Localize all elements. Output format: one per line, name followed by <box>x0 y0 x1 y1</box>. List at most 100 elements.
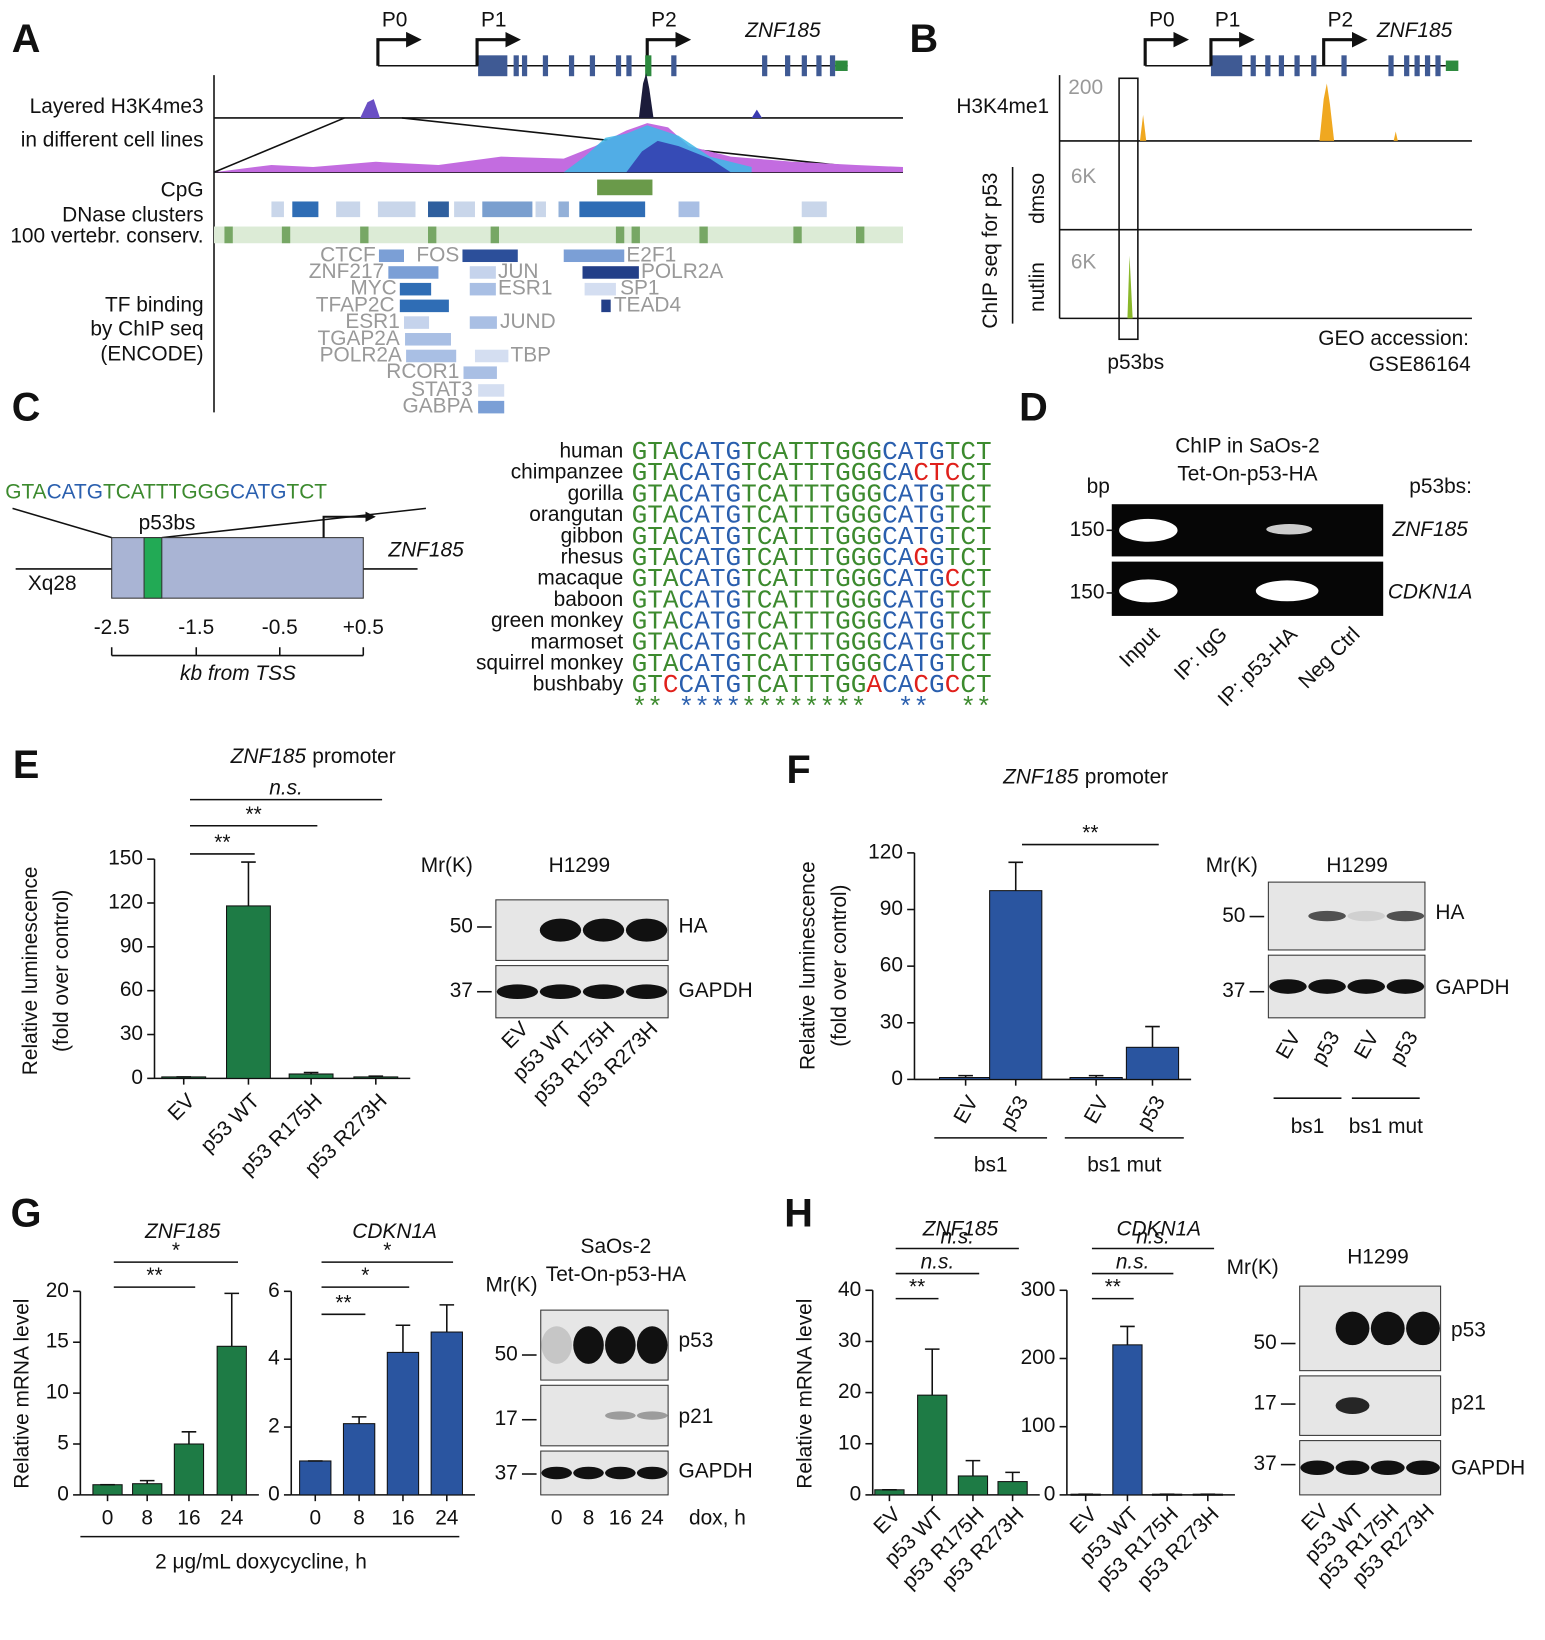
blot-band <box>573 1466 604 1480</box>
gel-band <box>1266 524 1313 535</box>
significance-label: n.s. <box>921 1251 955 1274</box>
group-label: bs1 mut <box>1349 1115 1423 1138</box>
exon <box>645 55 652 77</box>
conservation-peak <box>615 226 625 244</box>
significance-label: ** <box>909 1276 925 1299</box>
gel-title: Tet-On-p53-HA <box>1177 463 1317 486</box>
exon <box>1404 55 1410 77</box>
zoom-line <box>161 507 427 539</box>
x-tick-label: 8 <box>141 1506 153 1529</box>
axis-tick-label: -2.5 <box>94 616 130 639</box>
y-tick-label: 4 <box>268 1347 280 1370</box>
error-bar <box>224 1292 240 1347</box>
title-gene: ZNF185 <box>1002 765 1079 788</box>
promoter-label: P1 <box>1215 8 1241 31</box>
significance-label: ** <box>214 831 230 854</box>
dnase-cluster <box>271 201 284 218</box>
conservation-peak <box>224 226 233 244</box>
exon <box>542 55 549 77</box>
mw-marker: 37 <box>450 979 473 1002</box>
conservation-peak <box>699 226 708 244</box>
peak-zoom <box>626 140 731 173</box>
species-name: bushbaby <box>533 673 624 696</box>
bar <box>989 890 1043 1080</box>
promoter-arrow <box>1322 31 1368 66</box>
significance-label: n.s. <box>1116 1251 1150 1274</box>
species-name: green monkey <box>491 609 624 632</box>
band-label: p21 <box>1451 1392 1486 1415</box>
dnase-cluster <box>428 201 449 218</box>
track-label: by ChIP seq <box>90 317 203 340</box>
bar <box>430 1331 463 1496</box>
exon <box>671 55 677 77</box>
species-sequence: GTACATGTCATTTGGGCATGCCT <box>632 564 992 594</box>
blot-band <box>1335 1311 1370 1346</box>
mr-label: Mr(K) <box>421 854 473 877</box>
blot-band <box>605 1411 636 1420</box>
track-label: (ENCODE) <box>100 342 203 365</box>
tf-bar <box>584 282 616 296</box>
species-name: marmoset <box>530 630 623 653</box>
peak <box>360 99 380 118</box>
blot-band <box>539 984 582 1000</box>
sequence-part: TCATTTGGG <box>103 480 230 503</box>
blot-band <box>605 1326 636 1364</box>
exon <box>816 55 822 77</box>
exon <box>1294 55 1300 77</box>
species-sequence: GTACATGTCATTTGGGCATGTCT <box>632 585 992 615</box>
track-label: in different cell lines <box>21 128 204 151</box>
x-tick-label: 0 <box>102 1506 114 1529</box>
track-label: TF binding <box>105 293 204 316</box>
x-tick-label: 16 <box>177 1506 200 1529</box>
tf-label: POLR2A <box>641 260 723 283</box>
tf-bar <box>388 266 439 279</box>
exon <box>1278 55 1285 77</box>
y-tick-label: 0 <box>1044 1482 1056 1505</box>
axis-label: kb from TSS <box>180 662 296 685</box>
significance-label: * <box>172 1239 180 1262</box>
tf-bar <box>403 316 430 329</box>
significance-label: ** <box>146 1264 162 1287</box>
blot-band <box>1406 1311 1440 1346</box>
band-label: HA <box>1435 901 1464 924</box>
tf-bar <box>469 266 496 279</box>
mw-marker: 17 <box>1254 1392 1277 1415</box>
site-label: p53bs <box>139 512 196 535</box>
title-rest: promoter <box>1085 765 1169 788</box>
site-box <box>1118 77 1139 341</box>
utr <box>835 60 848 71</box>
y-axis-label: Relative luminescence <box>797 861 820 1070</box>
promoter-label: P2 <box>651 8 677 31</box>
blot-band <box>1308 910 1346 922</box>
tf-label: TBP <box>510 343 551 366</box>
y-tick-label: 100 <box>1021 1414 1056 1437</box>
species-sequence: GTACATGTCATTTGGGCATGTCT <box>632 522 992 552</box>
dnase-cluster <box>292 201 319 218</box>
tf-bar <box>563 249 625 263</box>
promoter-label: P2 <box>1328 8 1354 31</box>
group-label: bs1 mut <box>1087 1154 1161 1177</box>
title-gene: ZNF185 <box>922 1217 999 1240</box>
dnase-cluster <box>377 201 416 218</box>
size-marker: 150 <box>1070 580 1105 603</box>
tf-label: POLR2A <box>320 343 402 366</box>
y-tick-label: 2 <box>268 1415 280 1438</box>
exon <box>1435 55 1441 77</box>
error-bar <box>1088 1074 1104 1078</box>
exon <box>1265 55 1271 77</box>
peak <box>751 109 763 118</box>
y-tick-label: 150 <box>108 847 143 870</box>
y-tick-label: 60 <box>880 954 903 977</box>
blot-band <box>636 1466 668 1480</box>
exon <box>626 55 632 77</box>
group-label: bs1 <box>974 1154 1008 1177</box>
blot-band <box>625 984 668 1000</box>
dnase-cluster <box>482 201 533 218</box>
blot-band <box>1370 1460 1405 1476</box>
promoter-label: P0 <box>382 8 408 31</box>
band-label: GAPDH <box>1451 1456 1525 1479</box>
y-tick-label: 10 <box>838 1431 861 1454</box>
size-marker: 150 <box>1070 518 1105 541</box>
tf-bar <box>469 282 496 296</box>
tf-label: E2F1 <box>626 243 676 266</box>
